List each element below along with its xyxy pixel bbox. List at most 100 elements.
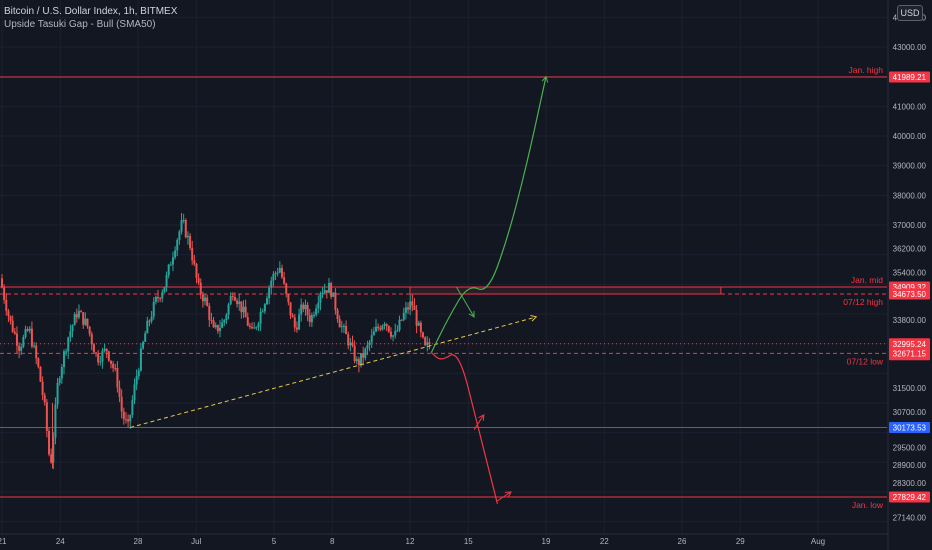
candle-body: [377, 326, 380, 329]
candle-body: [1, 278, 3, 288]
candle-body: [142, 341, 145, 349]
candle-body: [227, 304, 230, 315]
bear-bounce-arrow-1: [478, 413, 485, 421]
candle-body: [381, 325, 384, 330]
candle-body: [295, 327, 298, 330]
candle-body: [225, 314, 228, 321]
candle-body: [33, 345, 36, 347]
candle-body: [379, 328, 382, 330]
candle-body: [201, 294, 204, 302]
bear-bounce-2: [497, 491, 512, 502]
price-tag-label: 32671.15: [893, 349, 927, 358]
date-tick-label: 22: [600, 537, 609, 546]
projection-drawings: [130, 75, 722, 504]
candle-body: [178, 231, 181, 240]
candle-body: [84, 318, 87, 325]
candle-body: [56, 382, 59, 405]
candle-body: [402, 312, 405, 320]
level-text: Jan. mid: [851, 275, 883, 285]
candle-body: [422, 332, 425, 338]
price-tick-label: 28300.00: [893, 479, 927, 488]
candle-body: [366, 345, 369, 349]
candle-body: [291, 315, 294, 318]
candle-body: [289, 302, 292, 316]
candle-body: [71, 325, 74, 332]
candle-body: [9, 316, 12, 321]
level-text: Jan. high: [849, 65, 884, 75]
candle-body: [167, 264, 170, 276]
price-tag-label: 32995.24: [893, 340, 927, 349]
candle-body: [334, 292, 337, 310]
candle-body: [109, 360, 112, 364]
candle-body: [298, 314, 301, 330]
grid: [0, 0, 887, 534]
candle-body: [413, 305, 416, 310]
bull-alt-arrow: [468, 310, 475, 318]
bull-alt-projection: [456, 287, 475, 318]
price-tick-label: 40000.00: [893, 132, 927, 141]
bear-projection: [430, 352, 499, 504]
price-tick-label: 39000.00: [893, 162, 927, 171]
bear-bounce-arrow-2: [505, 491, 512, 498]
candle-body: [347, 334, 350, 346]
candle-body: [54, 404, 57, 438]
resistance-zone: [409, 286, 722, 295]
candle-body: [261, 311, 264, 313]
candle-body: [182, 220, 185, 222]
candle-body: [195, 263, 198, 278]
candle-body: [210, 319, 213, 321]
candle-body: [133, 384, 136, 401]
candle-body: [135, 376, 138, 385]
indicator-label: Upside Tasuki Gap - Bull (SMA50): [4, 19, 156, 30]
candle-body: [124, 419, 127, 421]
candle-body: [246, 317, 249, 326]
candle-body: [18, 345, 21, 351]
candle-body: [206, 297, 209, 306]
date-tick-label: 12: [406, 537, 415, 546]
candle-body: [80, 311, 83, 313]
candle-body: [58, 378, 61, 383]
candle-body: [86, 318, 89, 327]
candle-body: [11, 320, 14, 332]
candle-body: [154, 296, 157, 302]
currency-button[interactable]: USD: [897, 5, 923, 21]
date-tick-label: 5: [272, 537, 277, 546]
candle-body: [362, 353, 365, 358]
price-tag: [889, 347, 930, 359]
candle-body: [251, 326, 254, 329]
candle-body: [257, 323, 260, 328]
candle-body: [336, 309, 339, 320]
candle-body: [242, 306, 245, 313]
level-text: 07/12 high: [843, 297, 883, 307]
candle-body: [323, 290, 326, 293]
price-tag-label: 41989.21: [893, 73, 927, 82]
candle-body: [332, 292, 335, 297]
candle-body: [35, 345, 38, 359]
candle-body: [144, 333, 147, 342]
time-axis[interactable]: 21 24 28 Jul 5 8 12 15 19 22 26 29 Aug: [0, 533, 888, 546]
candle-body: [22, 336, 25, 347]
candle-body: [244, 306, 247, 318]
candle-body: [184, 220, 187, 238]
candle-body: [193, 260, 196, 264]
candle-body: [283, 277, 286, 284]
candle-body: [306, 304, 309, 316]
candle-body: [159, 298, 162, 300]
candle-body: [114, 367, 117, 369]
candle-body: [278, 267, 281, 273]
price-tick-label: 30700.00: [893, 408, 927, 417]
candle-body: [30, 328, 33, 347]
candle-body: [39, 366, 42, 382]
candle-body: [300, 304, 303, 315]
candle-body: [48, 430, 51, 455]
candle-body: [313, 314, 316, 316]
candle-body: [146, 320, 149, 334]
candle-body: [383, 324, 386, 326]
date-tick-label: 24: [56, 537, 65, 546]
price-tick-label: 37000.00: [893, 221, 927, 230]
candle-body: [385, 324, 388, 326]
candle-body: [127, 419, 130, 422]
candle-body: [26, 329, 29, 331]
candle-body: [152, 301, 155, 317]
